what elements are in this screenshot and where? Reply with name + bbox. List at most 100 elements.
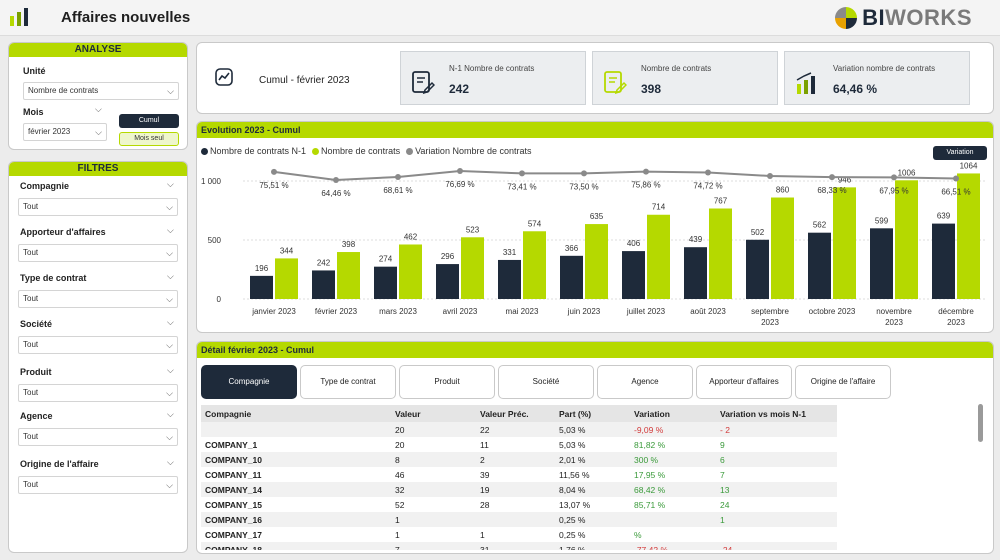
table-row[interactable]: COMPANY_16 1 0,25 % 1	[201, 512, 837, 527]
bar-n1[interactable]	[312, 270, 335, 299]
legend-item-contracts[interactable]: Nombre de contrats	[312, 146, 400, 156]
bar-contracts[interactable]	[957, 173, 980, 299]
tab-agence[interactable]: Agence	[597, 365, 693, 399]
variation-point[interactable]	[643, 168, 649, 175]
variation-point[interactable]	[953, 175, 959, 182]
variation-point[interactable]	[581, 170, 587, 177]
data-label-contracts: 574	[528, 219, 542, 228]
x-tick-label: juin 2023	[567, 307, 601, 316]
cumul-button[interactable]: Cumul	[119, 114, 179, 128]
column-header[interactable]: Compagnie	[201, 405, 391, 422]
month-dropdown[interactable]: février 2023 ⌵	[23, 123, 107, 141]
column-header[interactable]: Valeur Préc.	[476, 405, 555, 422]
data-label-contracts: 523	[466, 225, 480, 234]
chevron-down-icon[interactable]: ⌵	[95, 104, 102, 114]
bar-n1[interactable]	[250, 275, 273, 299]
bar-contracts[interactable]	[709, 208, 732, 299]
variation-point[interactable]	[271, 168, 277, 175]
column-header[interactable]: Valeur	[391, 405, 476, 422]
bar-contracts[interactable]	[275, 258, 298, 299]
variation-point[interactable]	[457, 168, 463, 174]
table-scrollbar[interactable]	[978, 404, 983, 442]
tab-origine-de-l-affaire[interactable]: Origine de l'affaire	[795, 365, 891, 399]
variation-point[interactable]	[829, 174, 835, 181]
tab-compagnie[interactable]: Compagnie	[201, 365, 297, 399]
bar-n1[interactable]	[498, 259, 521, 299]
bar-n1[interactable]	[684, 247, 707, 299]
bar-n1[interactable]	[746, 239, 769, 299]
tab-type-de-contrat[interactable]: Type de contrat	[300, 365, 396, 399]
variation-point[interactable]	[395, 173, 401, 180]
variation-button[interactable]: Variation	[933, 146, 987, 160]
filter-label: Type de contrat	[20, 273, 87, 283]
table-cell: 8	[391, 452, 476, 467]
bar-contracts[interactable]	[895, 180, 918, 299]
bar-contracts[interactable]	[833, 187, 856, 299]
table-cell: 7	[720, 469, 725, 480]
chevron-down-icon[interactable]: ⌵	[167, 409, 174, 419]
table-row[interactable]: COMPANY_18 7 31 1,76 % -77,42 % -24	[201, 542, 837, 550]
filter-dropdown[interactable]: Tout ⌵	[18, 476, 178, 494]
chevron-down-icon[interactable]: ⌵	[167, 179, 174, 189]
bar-contracts[interactable]	[399, 244, 422, 299]
unit-dropdown[interactable]: Nombre de contrats ⌵	[23, 82, 179, 100]
y-tick-label: 0	[217, 295, 222, 304]
mois-seul-button[interactable]: Mois seul	[119, 132, 179, 146]
table-row[interactable]: COMPANY_11 46 39 11,56 % 17,95 % 7	[201, 467, 837, 482]
table-cell: 39	[480, 469, 490, 480]
table-row[interactable]: 20 22 5,03 % -9,09 % - 2	[201, 422, 837, 437]
variation-point[interactable]	[767, 173, 773, 179]
column-header[interactable]: Part (%)	[555, 405, 630, 422]
bar-contracts[interactable]	[523, 231, 546, 299]
table-row[interactable]: COMPANY_17 1 1 0,25 %%	[201, 527, 837, 542]
table-cell: 11	[480, 439, 489, 450]
bar-n1[interactable]	[374, 266, 397, 299]
legend-item-variation[interactable]: Variation Nombre de contrats	[406, 146, 531, 156]
bar-contracts[interactable]	[771, 197, 794, 299]
filter-dropdown[interactable]: Tout ⌵	[18, 428, 178, 446]
x-tick-label: 2023	[761, 318, 779, 327]
data-label-n1: 639	[937, 212, 951, 221]
chevron-down-icon[interactable]: ⌵	[167, 365, 174, 375]
data-label-contracts: 860	[776, 186, 790, 195]
filter-dropdown[interactable]: Tout ⌵	[18, 290, 178, 308]
bar-n1[interactable]	[622, 251, 645, 299]
table-row[interactable]: COMPANY_10 8 2 2,01 % 300 % 6	[201, 452, 837, 467]
filter-dropdown[interactable]: Tout ⌵	[18, 336, 178, 354]
bar-n1[interactable]	[932, 223, 955, 299]
tab-produit[interactable]: Produit	[399, 365, 495, 399]
data-label-contracts: 946	[838, 175, 852, 184]
bar-contracts[interactable]	[461, 237, 484, 299]
chevron-down-icon[interactable]: ⌵	[167, 271, 174, 281]
filter-dropdown[interactable]: Tout ⌵	[18, 384, 178, 402]
column-header[interactable]: Variation	[630, 405, 716, 422]
table-cell: COMPANY_14	[201, 482, 391, 497]
bar-n1[interactable]	[436, 264, 459, 299]
filter-dropdown[interactable]: Tout ⌵	[18, 198, 178, 216]
chevron-down-icon: ⌵	[166, 248, 173, 258]
table-cell: -9,09 %	[630, 422, 716, 437]
table-row[interactable]: COMPANY_14 32 19 8,04 % 68,42 % 13	[201, 482, 837, 497]
table-row[interactable]: COMPANY_15 52 28 13,07 % 85,71 % 24	[201, 497, 837, 512]
variation-point[interactable]	[891, 174, 897, 181]
variation-point[interactable]	[705, 169, 711, 176]
data-label-n1: 439	[689, 235, 703, 244]
chevron-down-icon[interactable]: ⌵	[167, 317, 174, 327]
bar-contracts[interactable]	[337, 252, 360, 299]
bar-n1[interactable]	[560, 255, 583, 299]
bar-contracts[interactable]	[585, 224, 608, 299]
filter-dropdown[interactable]: Tout ⌵	[18, 244, 178, 262]
table-row[interactable]: COMPANY_1 20 11 5,03 % 81,82 % 9	[201, 437, 837, 452]
chevron-down-icon[interactable]: ⌵	[167, 225, 174, 235]
table-cell: COMPANY_1	[205, 439, 258, 450]
bar-contracts[interactable]	[647, 214, 670, 299]
bar-n1[interactable]	[870, 228, 893, 299]
variation-point[interactable]	[519, 170, 525, 177]
chevron-down-icon[interactable]: ⌵	[167, 457, 174, 467]
variation-point[interactable]	[333, 177, 339, 183]
legend-item-n1[interactable]: Nombre de contrats N-1	[201, 146, 306, 156]
bar-n1[interactable]	[808, 232, 831, 299]
tab-apporteur-d-affaires[interactable]: Apporteur d'affaires	[696, 365, 792, 399]
tab-soci-t-[interactable]: Société	[498, 365, 594, 399]
column-header[interactable]: Variation vs mois N-1	[716, 405, 837, 422]
